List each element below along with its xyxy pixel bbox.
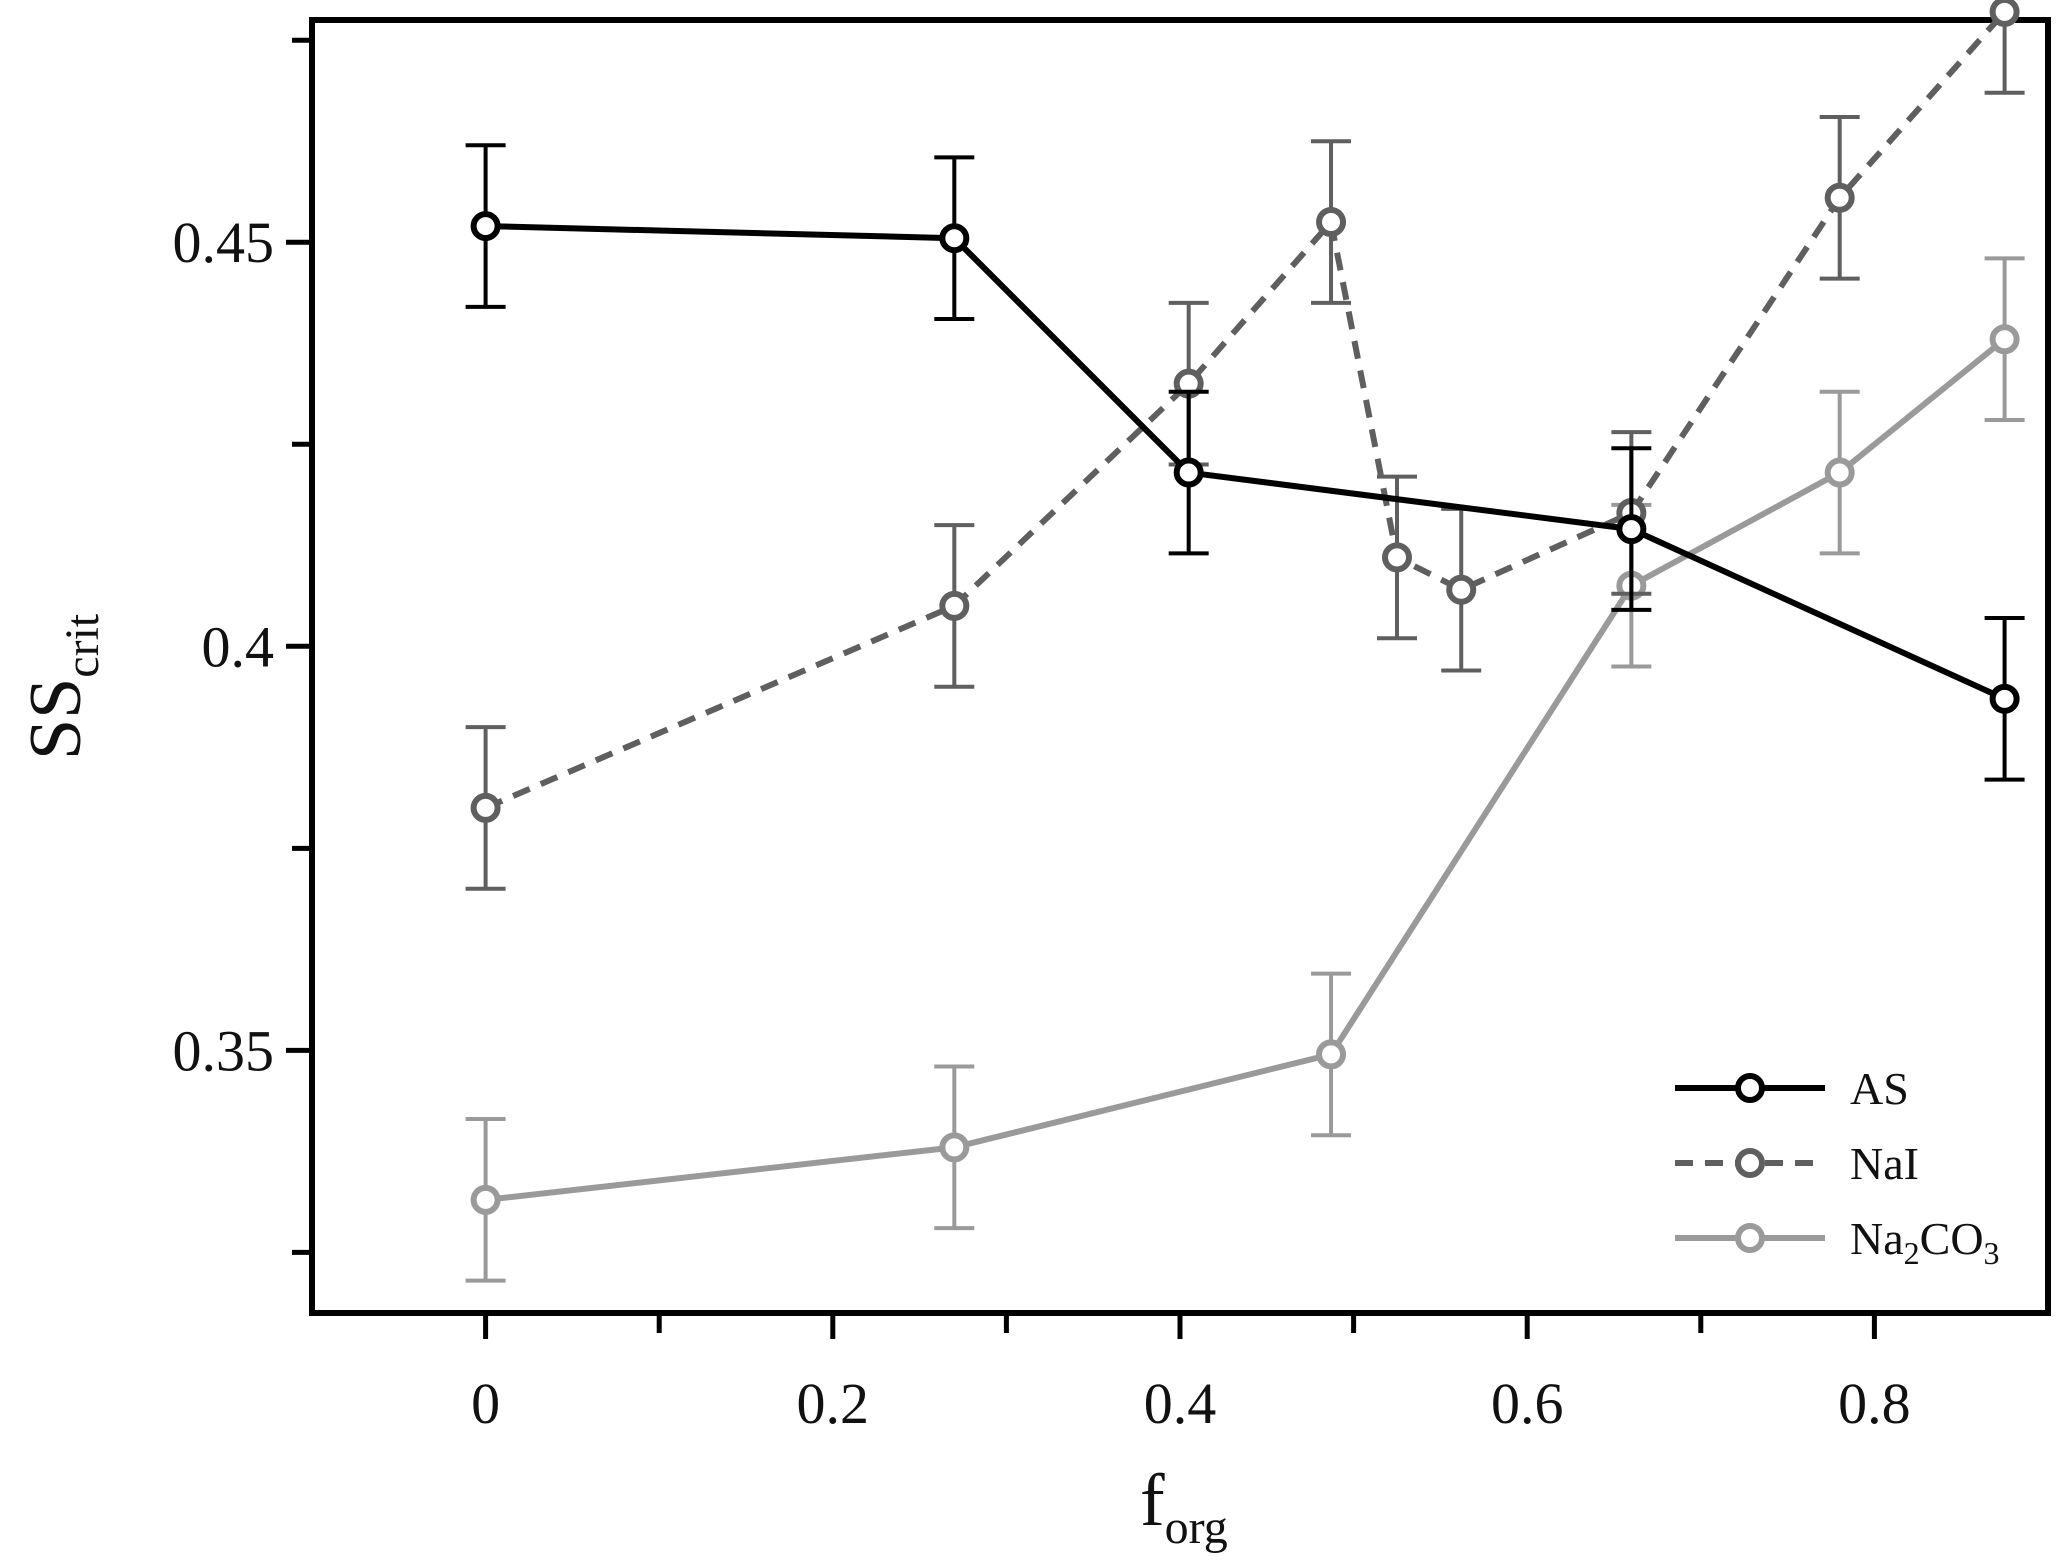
legend-item-nai: NaI (1675, 1138, 1919, 1189)
data-point-nai (1989, 0, 2020, 27)
legend-marker-nai (1735, 1148, 1765, 1178)
data-point-nai (1824, 182, 1855, 213)
data-point-nai (470, 792, 501, 823)
data-point-na2co3 (1316, 1039, 1347, 1070)
y-tick-label: 0.45 (173, 210, 275, 275)
x-tick-label: 0.4 (1144, 1371, 1217, 1436)
series-nai (465, 0, 2025, 891)
plot-frame (309, 17, 2051, 1316)
data-point-as (1173, 457, 1204, 488)
data-point-as (1616, 514, 1647, 545)
x-tick-label: 0.6 (1491, 1371, 1564, 1436)
y-tick-label: 0.35 (173, 1018, 275, 1083)
legend: AS NaI Na2CO3 (1675, 1063, 2000, 1271)
series-line-nai (484, 9, 2007, 811)
x-tick-label: 0.2 (797, 1371, 870, 1436)
legend-label-as: AS (1850, 1063, 1909, 1114)
data-point-na2co3 (470, 1184, 501, 1215)
series-line-as (485, 223, 2006, 702)
legend-item-na2co3: Na2CO3 (1675, 1213, 2000, 1271)
data-point-nai (1446, 574, 1477, 605)
data-point-as (470, 211, 501, 242)
series-na2co3 (465, 256, 2025, 1283)
data-point-nai (1382, 542, 1412, 573)
data-point-nai (1316, 207, 1347, 238)
data-point-na2co3 (1989, 324, 2020, 355)
x-tick-label: 0.8 (1838, 1371, 1911, 1436)
series-as (465, 143, 2025, 782)
y-tick-label: 0.4 (202, 614, 275, 679)
legend-marker-na2co3 (1735, 1223, 1765, 1253)
data-point-na2co3 (1824, 457, 1855, 488)
series-line-na2co3 (485, 336, 2007, 1203)
legend-label-nai: NaI (1850, 1138, 1919, 1189)
legend-marker-as (1735, 1073, 1765, 1103)
axes: 0 0.2 0.4 0.6 0.8 0.35 0.4 0.45 forg SScrit (15, 17, 2051, 1554)
series-layer (465, 0, 2025, 1283)
x-axis-title: forg (1140, 1460, 1228, 1554)
data-point-na2co3 (939, 1132, 970, 1163)
x-tick-label: 0 (471, 1371, 500, 1436)
y-axis-title: SScrit (15, 613, 109, 760)
data-point-as (1989, 683, 2020, 714)
legend-item-as: AS (1675, 1063, 1909, 1114)
legend-label-na2co3: Na2CO3 (1850, 1213, 2000, 1271)
data-point-as (939, 223, 970, 254)
data-point-nai (939, 590, 970, 621)
